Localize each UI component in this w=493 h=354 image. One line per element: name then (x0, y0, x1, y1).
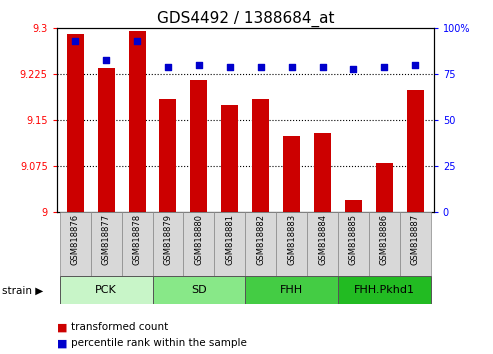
Bar (252, 99, 269, 212)
Bar (376, 163, 393, 212)
Text: PCK: PCK (95, 285, 117, 295)
Point (381, 64, 388, 70)
Bar (407, 90, 424, 212)
Text: GSM818881: GSM818881 (225, 214, 234, 265)
Text: GSM818879: GSM818879 (164, 214, 173, 265)
Bar (369, 212, 400, 276)
Bar (221, 105, 238, 212)
Bar (122, 212, 152, 276)
Bar (338, 212, 369, 276)
Bar (152, 276, 246, 304)
Point (164, 64, 172, 70)
Point (226, 64, 234, 70)
Bar (245, 212, 276, 276)
Text: GSM818886: GSM818886 (380, 214, 389, 266)
Bar (129, 32, 145, 212)
Text: transformed count: transformed count (71, 322, 169, 332)
Text: FHH: FHH (280, 285, 303, 295)
Point (318, 64, 326, 70)
Point (195, 62, 203, 68)
Bar (276, 212, 307, 276)
Bar (245, 276, 338, 304)
Text: GSM818880: GSM818880 (194, 214, 204, 265)
Bar (159, 99, 176, 212)
Text: percentile rank within the sample: percentile rank within the sample (71, 338, 247, 348)
Text: GSM818887: GSM818887 (411, 214, 420, 266)
Text: GSM818882: GSM818882 (256, 214, 265, 265)
Text: GSM818877: GSM818877 (102, 214, 110, 266)
Text: GSM818883: GSM818883 (287, 214, 296, 266)
Text: strain ▶: strain ▶ (2, 285, 44, 295)
Bar (314, 133, 331, 212)
Bar (283, 136, 300, 212)
Text: SD: SD (191, 285, 207, 295)
Bar (345, 200, 362, 212)
Bar (91, 212, 122, 276)
Text: FHH.Pkhd1: FHH.Pkhd1 (354, 285, 415, 295)
Point (71, 38, 79, 44)
Bar (67, 34, 84, 212)
Text: GSM818884: GSM818884 (318, 214, 327, 265)
Bar (98, 68, 115, 212)
Bar (214, 212, 245, 276)
Point (257, 64, 265, 70)
Bar (307, 212, 338, 276)
Text: ■: ■ (57, 322, 67, 332)
Bar (60, 212, 91, 276)
Text: GSM818876: GSM818876 (70, 214, 80, 266)
Bar (400, 212, 431, 276)
Point (350, 66, 357, 72)
Text: ■: ■ (57, 338, 67, 348)
Title: GDS4492 / 1388684_at: GDS4492 / 1388684_at (156, 11, 334, 27)
Point (133, 38, 141, 44)
Bar (190, 80, 208, 212)
Text: GSM818878: GSM818878 (133, 214, 141, 266)
Point (288, 64, 296, 70)
Bar (183, 212, 214, 276)
Point (411, 62, 419, 68)
Bar (152, 212, 183, 276)
Point (102, 57, 110, 62)
Text: GSM818885: GSM818885 (349, 214, 358, 265)
Bar (338, 276, 431, 304)
Bar (60, 276, 152, 304)
